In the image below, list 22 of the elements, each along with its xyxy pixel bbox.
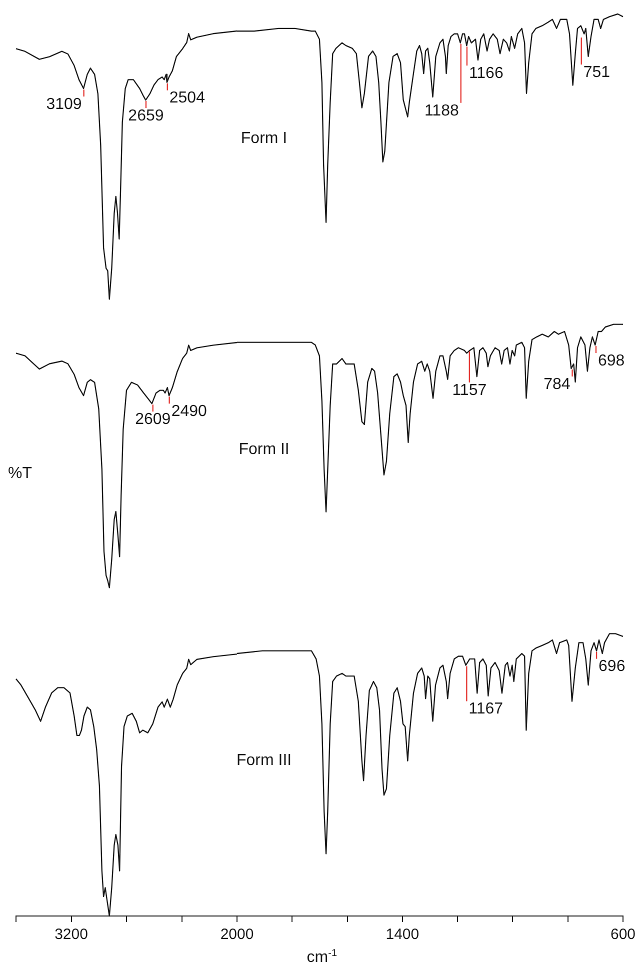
x-tick-label: 2000: [220, 926, 254, 944]
annotation: 2609: [135, 410, 171, 428]
annotation: 2504: [169, 90, 206, 107]
annotation: 1188: [424, 102, 459, 120]
annotation: 784: [544, 376, 570, 393]
text: Form II: [238, 440, 290, 458]
text: Form I: [240, 130, 288, 147]
y-axis-title: %T: [8, 464, 32, 482]
annotation: 1157: [452, 382, 487, 399]
x-tick-label: 3200: [54, 926, 88, 944]
annotation: 1166: [468, 64, 504, 82]
annotation: 1167: [468, 700, 504, 718]
x-tick-label: 1400: [386, 926, 420, 944]
annotation: 696: [598, 658, 626, 676]
x-axis-title: cm$^{-1}$: [306, 948, 338, 966]
annotation: 2659: [128, 107, 164, 124]
x-tick-label: 600: [610, 926, 636, 944]
annotation: 3109: [46, 96, 82, 113]
annotation: 2490: [171, 403, 208, 420]
annotation: 698: [598, 352, 625, 370]
annotation: 751: [583, 64, 610, 81]
series-label: Form III: [236, 752, 292, 770]
